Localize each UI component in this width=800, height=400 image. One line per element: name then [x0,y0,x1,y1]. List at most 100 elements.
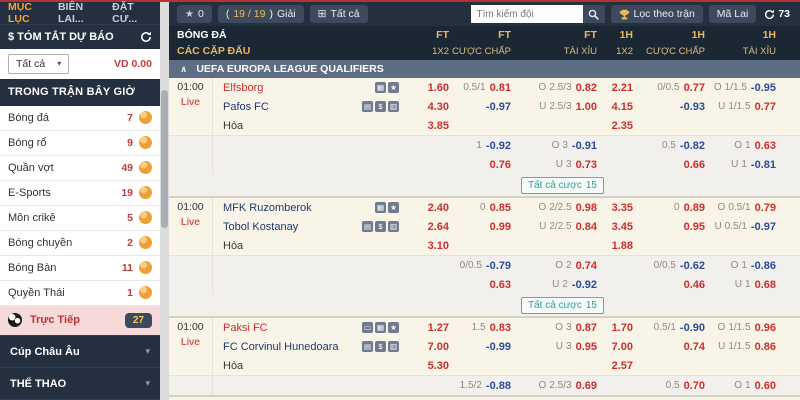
odds-cell[interactable]: 3.35 [605,198,645,217]
odds-cell[interactable]: 2.40 [403,198,455,217]
overunder-odds-cell[interactable]: U 2.5/3 1.00 [515,97,605,116]
handicap-odds-cell[interactable]: 0.5/1 -0.90 [645,318,709,337]
odds-cell[interactable]: 1.88 [605,236,645,255]
odds-cell[interactable]: 4.15 [605,97,645,116]
sidebar-item-volleyball[interactable]: Bóng chuyền 2 [0,230,160,256]
sidebar-item-soccer[interactable]: Bóng đá 7 [0,105,160,131]
odds-cell[interactable]: 1.60 [403,78,455,97]
odds-cell[interactable]: 2.57 [605,356,645,375]
odds-cell[interactable]: 2.21 [605,78,645,97]
leagues-button[interactable]: ( 19 / 19 ) Giải [217,5,304,23]
expand-all-button[interactable]: ⊞ Tất cả [309,5,368,23]
card-icon[interactable]: ▭ [362,322,373,333]
odds-cell[interactable]: 7.00 [403,337,455,356]
sidebar-item-esports[interactable]: E-Sports 19 [0,180,160,206]
odds-cell[interactable]: 4.30 [403,97,455,116]
stats-icon[interactable]: ▦ [375,202,386,213]
handicap-odds-cell[interactable]: 0 0.89 [645,198,709,217]
filter-by-match-button[interactable]: Lọc theo trận [610,5,703,23]
handicap-odds-cell[interactable]: 1.5 0.83 [455,318,515,337]
search-input[interactable] [470,5,583,23]
stats-icon[interactable]: ▦ [375,322,386,333]
overunder-odds-cell[interactable]: O 1 0.60 [709,376,800,395]
all-bets-button[interactable]: Tất cả cược 15 [521,176,604,194]
money-icon[interactable]: $ [375,101,386,112]
overunder-odds-cell[interactable]: U 0.5/1 -0.97 [709,217,800,236]
star-icon[interactable]: ★ [388,82,399,93]
all-bets-button[interactable]: Tất cả cược 15 [521,296,604,314]
overunder-odds-cell[interactable]: O 1 -0.86 [709,256,800,275]
handicap-odds-cell[interactable]: 0.95 [645,217,709,236]
sidebar-item-tabletennis[interactable]: Bóng Bàn 11 [0,255,160,281]
odds-cell[interactable]: 2.35 [605,116,645,135]
handicap-odds-cell[interactable]: 0/0.5 -0.79 [455,256,515,275]
handicap-odds-cell[interactable]: 0.74 [645,337,709,356]
overunder-odds-cell[interactable]: U 2/2.5 0.84 [515,217,605,236]
star-icon[interactable]: ★ [388,202,399,213]
sidebar-item-boxing[interactable]: Quyền Thái 1 [0,280,160,306]
odds-cell[interactable]: 3.85 [403,116,455,135]
handicap-odds-cell[interactable]: 0/0.5 0.77 [645,78,709,97]
odds-cell[interactable]: 3.10 [403,236,455,255]
overunder-odds-cell[interactable]: O 2.5/3 0.69 [515,376,605,395]
forecast-filter-select[interactable]: Tất cả ▾ [8,53,70,74]
overunder-odds-cell[interactable]: O 0.5/1 0.79 [709,198,800,217]
overunder-odds-cell[interactable]: U 1/1.5 0.86 [709,337,800,356]
search-icon[interactable] [582,5,605,23]
handicap-odds-cell[interactable]: 1 -0.92 [455,136,515,155]
handicap-odds-cell[interactable]: 0 0.85 [455,198,515,217]
handicap-odds-cell[interactable]: 0.63 [455,275,515,294]
refresh-icon[interactable] [140,31,152,43]
sidebar-item-live[interactable]: Trực Tiếp 27 [0,305,160,336]
overunder-odds-cell[interactable]: O 1/1.5 0.96 [709,318,800,337]
overunder-odds-cell[interactable]: O 3 0.87 [515,318,605,337]
overunder-odds-cell[interactable]: O 1 0.63 [709,136,800,155]
handicap-odds-cell[interactable]: 0.5 -0.82 [645,136,709,155]
overunder-odds-cell[interactable]: U 2 -0.92 [515,275,605,294]
sidebar-item-european-cup[interactable]: Cúp Châu Âu ▾ [0,335,160,368]
overunder-odds-cell[interactable]: U 1 0.68 [709,275,800,294]
handicap-odds-cell[interactable]: 0.66 [645,155,709,174]
handicap-odds-cell[interactable]: 0.76 [455,155,515,174]
language-button[interactable]: Mã Lai [708,5,757,23]
overunder-odds-cell[interactable]: O 3 -0.91 [515,136,605,155]
money-icon[interactable]: $ [375,221,386,232]
handicap-odds-cell[interactable]: -0.93 [645,97,709,116]
sidebar-item-cricket[interactable]: Môn crikê 5 [0,205,160,231]
odds-cell[interactable]: 2.64 [403,217,455,236]
vertical-scrollbar[interactable] [160,2,169,400]
overunder-odds-cell[interactable]: O 1/1.5 -0.95 [709,78,800,97]
book-icon[interactable]: ▤ [362,341,373,352]
handicap-odds-cell[interactable]: 0.5 0.70 [645,376,709,395]
stats-icon[interactable]: ▦ [375,82,386,93]
handicap-odds-cell[interactable]: 0.46 [645,275,709,294]
odds-cell[interactable]: 5.30 [403,356,455,375]
odds-cell[interactable]: 3.45 [605,217,645,236]
tools-icon[interactable]: ▥ [388,341,399,352]
handicap-odds-cell[interactable]: -0.97 [455,97,515,116]
favorites-button[interactable]: ★ 0 [177,5,212,23]
tab-dat-cuoc[interactable]: ĐẶT CƯ... [112,1,138,25]
sidebar-item-basketball[interactable]: Bóng rổ 9 [0,130,160,156]
book-icon[interactable]: ▤ [362,221,373,232]
star-icon[interactable]: ★ [388,322,399,333]
tab-muc-luc[interactable]: MỤC LỤC [8,1,32,25]
scrollbar-thumb[interactable] [161,90,168,228]
overunder-odds-cell[interactable]: O 2.5/3 0.82 [515,78,605,97]
tools-icon[interactable]: ▥ [388,101,399,112]
handicap-odds-cell[interactable]: -0.99 [455,337,515,356]
handicap-odds-cell[interactable]: 0.5/1 0.81 [455,78,515,97]
odds-cell[interactable]: 7.00 [605,337,645,356]
handicap-odds-cell[interactable]: 0.99 [455,217,515,236]
overunder-odds-cell[interactable]: U 3 0.95 [515,337,605,356]
overunder-odds-cell[interactable]: U 1/1.5 0.77 [709,97,800,116]
tools-icon[interactable]: ▥ [388,221,399,232]
sidebar-item-tennis[interactable]: Quần vợt 49 [0,155,160,181]
overunder-odds-cell[interactable]: U 3 0.73 [515,155,605,174]
money-icon[interactable]: $ [375,341,386,352]
league-header[interactable]: ∧ UEFA EUROPA LEAGUE QUALIFIERS [169,60,800,78]
overunder-odds-cell[interactable]: O 2/2.5 0.98 [515,198,605,217]
refresh-control[interactable]: 73 [762,8,792,20]
overunder-odds-cell[interactable]: U 1 -0.81 [709,155,800,174]
overunder-odds-cell[interactable]: O 2 0.74 [515,256,605,275]
